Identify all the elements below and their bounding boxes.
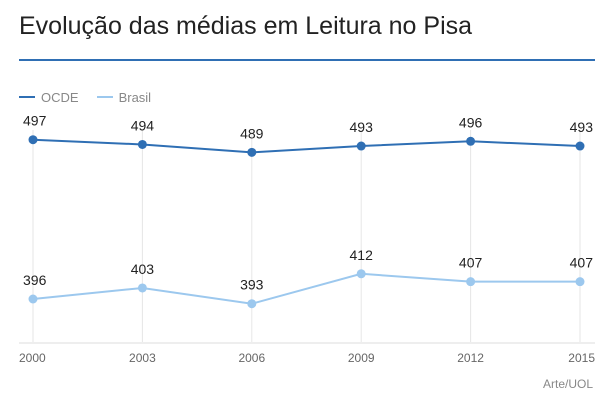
- data-point-brasil-2000: [28, 294, 38, 304]
- chart-title: Evolução das médias em Leitura no Pisa: [19, 12, 473, 40]
- x-tick-label-2006: 2006: [238, 351, 265, 365]
- data-point-brasil-2012: [466, 277, 476, 287]
- data-label-ocde-2015: 493: [570, 119, 594, 135]
- data-point-ocde-2009: [356, 141, 366, 151]
- data-label-brasil-2006: 393: [240, 277, 264, 293]
- data-label-ocde-2009: 493: [350, 119, 374, 135]
- x-tick-label-2012: 2012: [457, 351, 484, 365]
- legend-swatch-brasil: [96, 96, 113, 98]
- data-point-ocde-2000: [28, 135, 38, 145]
- data-label-brasil-2012: 407: [459, 255, 483, 271]
- data-point-ocde-2003: [137, 139, 147, 149]
- legend-label-brasil: Brasil: [118, 89, 152, 105]
- series-line-brasil: [32, 272, 580, 305]
- data-point-ocde-2006: [247, 147, 257, 157]
- data-point-ocde-2015: [575, 141, 585, 151]
- series-line-ocde: [32, 138, 581, 154]
- credit-label: Arte/UOL: [542, 377, 593, 391]
- legend-item-ocde: OCDE: [19, 90, 79, 105]
- data-label-ocde-2000: 497: [23, 113, 47, 129]
- data-point-brasil-2009: [356, 269, 366, 279]
- x-tick-label-2003: 2003: [129, 351, 156, 365]
- data-point-brasil-2006: [247, 299, 257, 309]
- data-point-ocde-2012: [466, 136, 476, 146]
- x-tick-label-2009: 2009: [348, 351, 375, 365]
- chart-legend: OCDE Brasil: [19, 89, 169, 105]
- title-divider: [19, 59, 595, 61]
- data-label-ocde-2003: 494: [131, 117, 155, 133]
- data-label-brasil-2009: 412: [350, 247, 374, 263]
- data-label-brasil-2003: 403: [131, 261, 155, 277]
- legend-item-brasil: Brasil: [96, 89, 152, 105]
- data-point-brasil-2015: [575, 277, 585, 287]
- legend-label-ocde: OCDE: [41, 89, 79, 105]
- data-label-brasil-2000: 396: [23, 272, 47, 288]
- data-label-brasil-2015: 407: [570, 255, 594, 271]
- legend-swatch-ocde: [19, 96, 35, 98]
- data-label-ocde-2012: 496: [459, 114, 483, 130]
- data-point-brasil-2003: [137, 283, 147, 293]
- data-label-ocde-2006: 489: [240, 125, 264, 141]
- x-tick-label-2015: 2015: [568, 351, 595, 365]
- x-tick-label-2000: 2000: [19, 351, 46, 365]
